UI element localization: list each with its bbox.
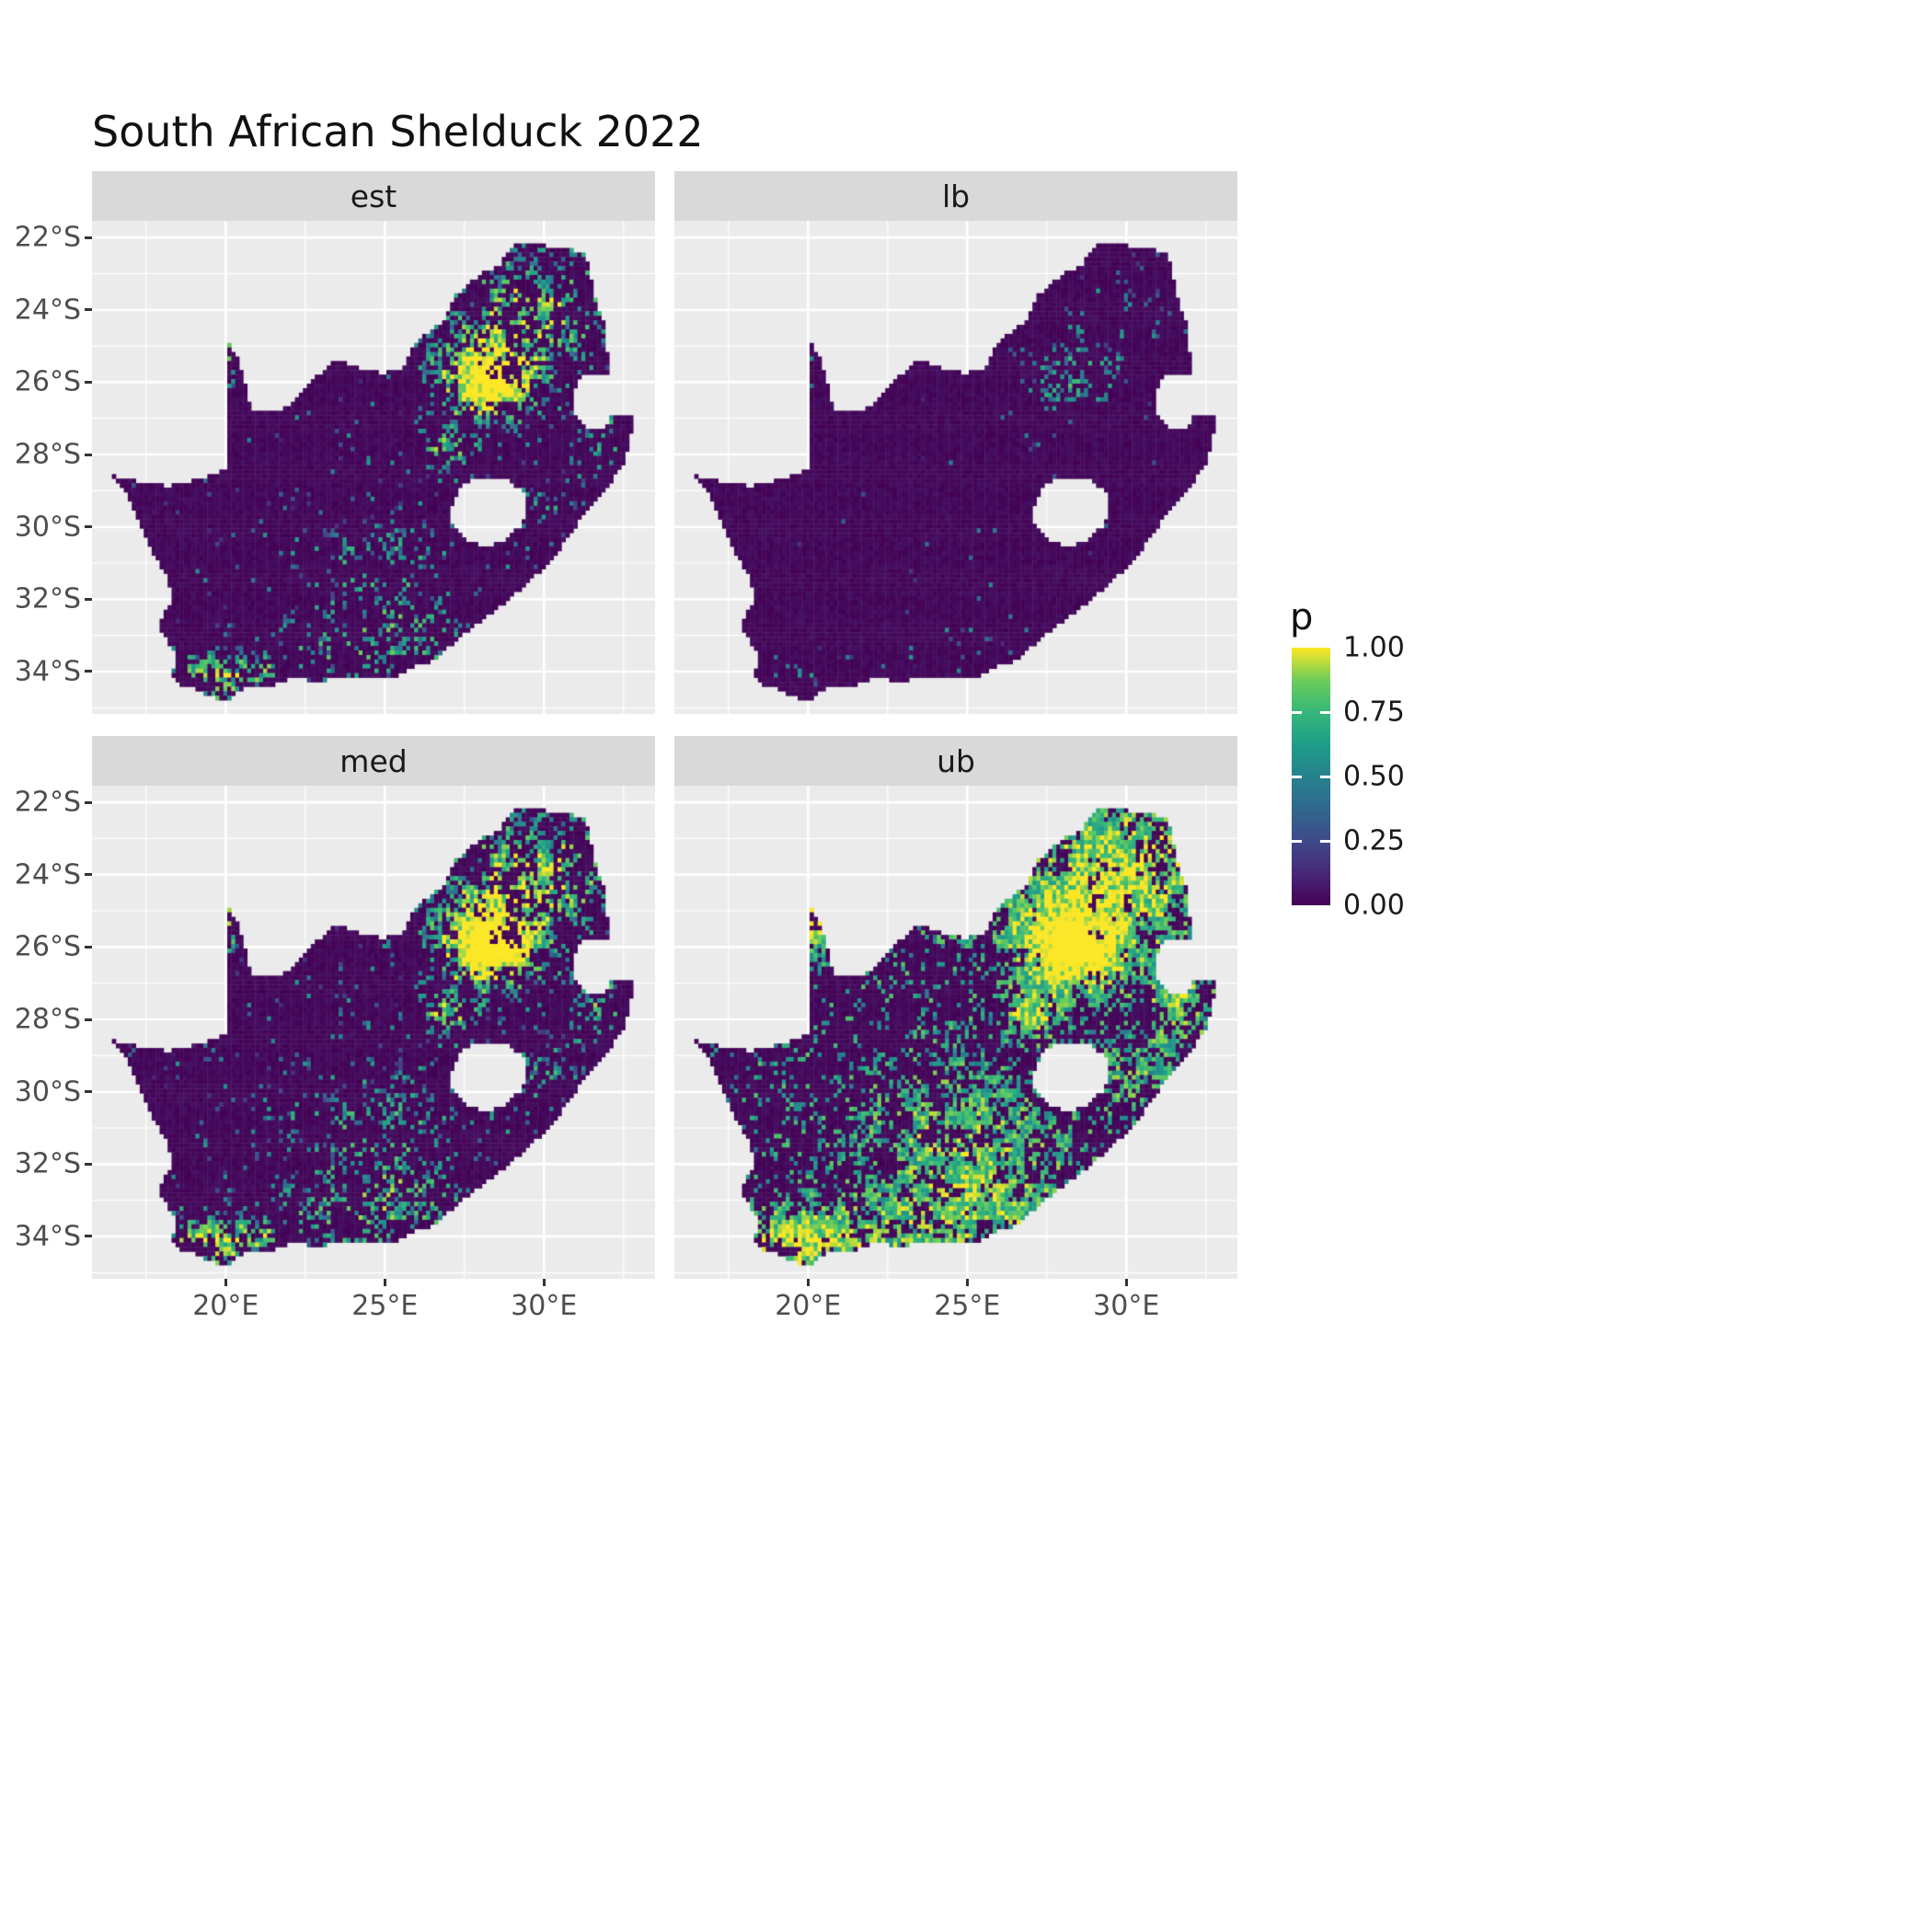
facet-strip-label: ub [937,742,975,779]
x-axis-tick [224,1279,227,1286]
y-axis-tick [85,1235,92,1238]
legend-title: p [1290,596,1314,638]
y-axis-label: 24°S [14,858,81,891]
legend-tick-label: 0.50 [1343,760,1405,793]
x-axis-tick [965,1279,969,1286]
legend-tick-label: 0.25 [1343,824,1405,857]
colorbar-tick [1320,710,1330,714]
facet-strip-lb: lb [674,171,1237,221]
y-axis-tick [85,670,92,673]
facet-strip-med: med [92,736,655,786]
x-axis-label: 20°E [192,1290,259,1322]
y-axis-label: 26°S [14,365,81,398]
y-axis-tick [85,1162,92,1166]
x-axis-tick [383,1279,386,1286]
y-axis-tick [85,308,92,312]
facet-panel-est [92,221,655,714]
x-axis-tick [1124,1279,1128,1286]
x-axis-tick [542,1279,546,1286]
facet-strip-ub: ub [674,736,1237,786]
x-axis-tick [806,1279,810,1286]
y-axis-tick [85,800,92,804]
y-axis-label: 34°S [14,1220,81,1253]
y-axis-tick [85,1018,92,1021]
y-axis-tick [85,945,92,949]
y-axis-label: 28°S [14,438,81,471]
facet-strip-est: est [92,171,655,221]
x-axis-label: 25°E [351,1290,419,1322]
y-axis-label: 26°S [14,930,81,963]
y-axis-tick [85,453,92,456]
colorbar-tick [1320,839,1330,843]
y-axis-tick [85,525,92,529]
colorbar-tick [1292,775,1302,778]
colorbar-tick [1292,710,1302,714]
facet-panel-ub [674,786,1237,1279]
x-axis-label: 30°E [511,1290,578,1322]
y-axis-tick [85,236,92,239]
colorbar-tick [1320,775,1330,778]
y-axis-tick [85,380,92,384]
facet-panel-lb [674,221,1237,714]
legend-tick-label: 1.00 [1343,631,1405,664]
x-axis-label: 30°E [1093,1290,1160,1322]
x-axis-label: 20°E [775,1290,842,1322]
y-axis-label: 34°S [14,655,81,688]
y-axis-label: 28°S [14,1003,81,1036]
y-axis-label: 24°S [14,293,81,327]
facet-strip-label: lb [941,178,971,214]
y-axis-label: 32°S [14,582,81,615]
legend-tick-label: 0.00 [1343,889,1405,922]
legend-tick-label: 0.75 [1343,696,1405,729]
y-axis-label: 22°S [14,221,81,254]
y-axis-tick [85,873,92,877]
facet-strip-label: med [339,742,408,779]
y-axis-label: 30°S [14,511,81,544]
y-axis-label: 22°S [14,786,81,819]
colorbar-tick [1292,839,1302,843]
plot-title: South African Shelduck 2022 [92,107,704,156]
y-axis-label: 30°S [14,1075,81,1109]
x-axis-label: 25°E [934,1290,1001,1322]
y-axis-label: 32°S [14,1147,81,1180]
y-axis-tick [85,597,92,601]
y-axis-tick [85,1090,92,1094]
facet-strip-label: est [350,178,397,214]
facet-panel-med [92,786,655,1279]
